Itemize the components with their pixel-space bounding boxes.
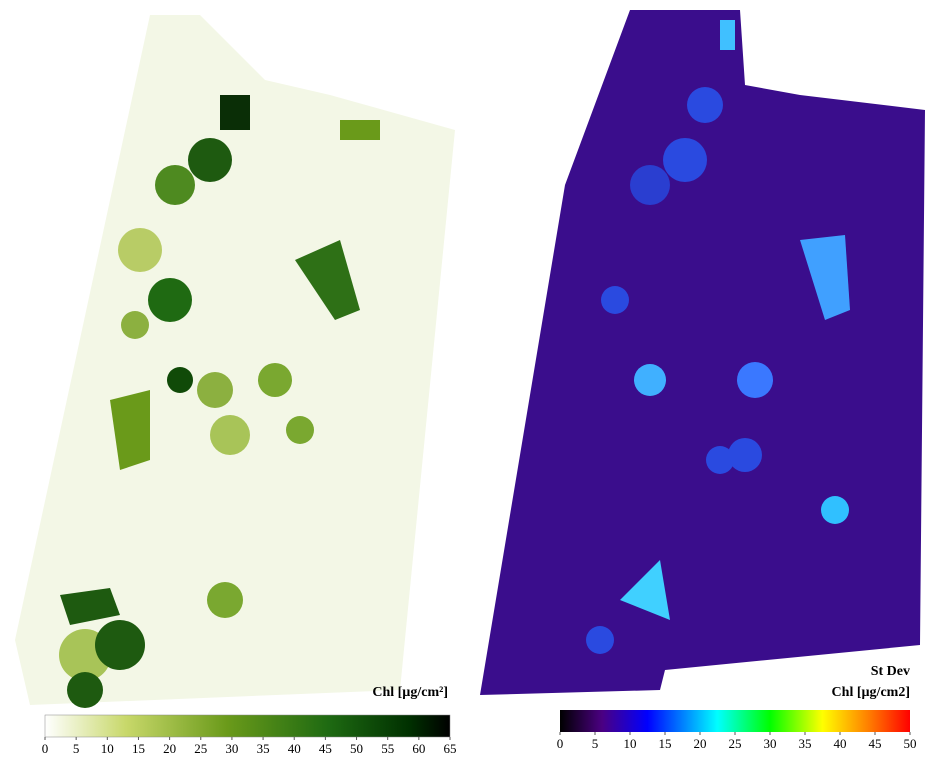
tick-label: 55 bbox=[381, 741, 394, 756]
tick-label: 30 bbox=[764, 736, 777, 751]
figure: Chl [µg/cm²] St Dev Chl [µg/cm2] 0 5 10 15 2… bbox=[0, 0, 933, 760]
colorbar-title: St Dev bbox=[871, 664, 910, 679]
tick-label: 0 bbox=[42, 741, 49, 756]
tick-label: 0 bbox=[557, 736, 564, 751]
tick-label: 35 bbox=[257, 741, 270, 756]
tick-label: 15 bbox=[132, 741, 145, 756]
tick-label: 10 bbox=[101, 741, 114, 756]
colorbar bbox=[45, 715, 450, 737]
tick-label: 25 bbox=[194, 741, 207, 756]
tick-label: 60 bbox=[412, 741, 425, 756]
tick-label: 45 bbox=[869, 736, 882, 751]
colorbar-label: Chl [µg/cm²] bbox=[372, 685, 448, 700]
tick-label: 5 bbox=[592, 736, 599, 751]
chlorophyll-map bbox=[15, 15, 455, 708]
tick-label: 35 bbox=[799, 736, 812, 751]
tick-label: 5 bbox=[73, 741, 80, 756]
tick-label: 40 bbox=[288, 741, 301, 756]
tick-label: 30 bbox=[225, 741, 238, 756]
colorbar-label: Chl [µg/cm2] bbox=[832, 685, 910, 700]
tick-label: 20 bbox=[694, 736, 707, 751]
tick-label: 45 bbox=[319, 741, 332, 756]
standard-deviation-map bbox=[480, 10, 925, 695]
tick-label: 15 bbox=[659, 736, 672, 751]
colorbar bbox=[560, 710, 910, 732]
tick-label: 50 bbox=[904, 736, 917, 751]
tick-label: 20 bbox=[163, 741, 176, 756]
tick-label: 65 bbox=[444, 741, 457, 756]
tick-label: 25 bbox=[729, 736, 742, 751]
tick-label: 50 bbox=[350, 741, 363, 756]
tick-label: 40 bbox=[834, 736, 847, 751]
tick-label: 10 bbox=[624, 736, 637, 751]
